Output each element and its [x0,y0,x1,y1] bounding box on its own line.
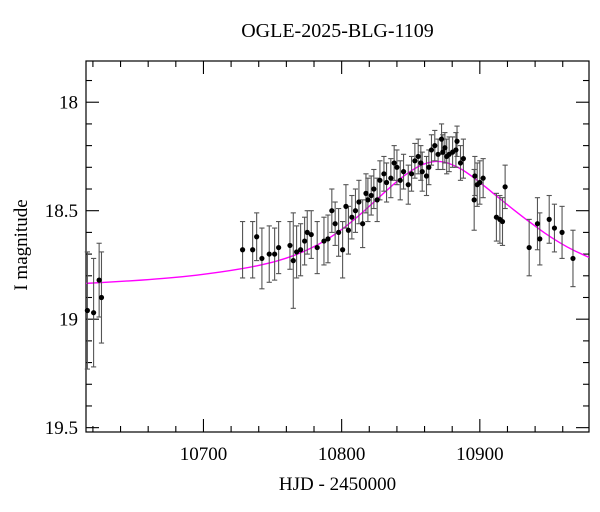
y-tick-label: 18 [59,93,78,114]
data-point [472,173,478,179]
data-point [442,145,448,151]
data-point [363,190,369,196]
data-point [365,197,371,203]
data-point [454,138,460,144]
y-tick-label: 18.5 [45,201,78,222]
data-point [534,221,541,227]
data-point [551,225,558,231]
data-point [526,244,532,251]
data-point [254,234,260,240]
data-point [360,221,366,227]
data-point [499,218,506,225]
data-point [453,147,459,153]
data-point [426,164,432,170]
y-tick-label: 19 [59,310,78,331]
data-point [239,247,246,253]
data-point [502,184,508,190]
data-point [419,169,425,175]
data-point [405,182,411,188]
data-point [308,231,314,238]
x-axis-label: HJD - 2450000 [278,474,397,495]
data-point [304,229,310,235]
data-point [457,160,464,166]
tick-labels: 10700 10800 10900 18 18.5 19 19.5 [45,93,504,465]
data-point [460,156,466,162]
data-point [266,251,272,257]
x-tick-label: 10800 [318,444,366,465]
data-point [352,208,359,214]
data-point [259,255,265,262]
data-point [377,177,383,183]
data-point [381,171,387,177]
y-axis-label: I magnitude [11,199,32,291]
y-tick-label: 19.5 [45,418,78,439]
data-point [356,199,362,205]
data-point [332,221,338,227]
x-tick-label: 10900 [456,444,504,465]
data-point [412,158,418,164]
data-point [394,164,400,170]
data-point [349,214,355,220]
data-point [321,238,327,244]
data-point [298,247,304,253]
data-point [559,229,565,235]
data-point [250,247,256,253]
axis-ticks [86,61,589,432]
data-point [91,310,97,316]
data-point [336,229,342,235]
data-point [477,179,483,186]
data-point [325,236,331,242]
data-point [368,192,374,199]
data-point [428,147,435,153]
model-curve [85,160,590,285]
data-point [276,244,282,251]
data-point [383,179,390,186]
data-point [423,173,430,179]
data-point [397,177,403,183]
data-point [400,169,407,175]
data-point [345,227,352,233]
data-point [294,249,300,255]
data-point [537,236,543,242]
data-point [84,307,90,314]
x-tick-label: 10700 [180,444,228,465]
plot-frame [85,60,590,433]
data-point [546,216,552,222]
data-point [408,171,415,177]
data-point [340,247,346,253]
data-point [388,175,394,181]
data-point [415,153,421,160]
data-point [302,238,308,244]
chart-title: OGLE-2025-BLG-1109 [241,20,434,42]
data-point [432,143,438,149]
data-points [84,136,576,316]
data-point [471,197,477,203]
data-point [343,203,349,209]
data-point [371,186,377,192]
data-point [440,149,446,155]
error-bars [84,123,576,370]
data-point [290,258,296,264]
data-point [272,251,278,257]
data-point [570,255,576,262]
data-point [480,175,486,181]
data-point [96,277,102,283]
data-point [314,244,320,251]
data-point [418,160,424,166]
data-point [287,242,293,249]
data-point [98,294,105,301]
data-point [435,151,441,157]
data-point [391,160,397,166]
data-point [374,197,380,203]
data-point [329,208,335,214]
data-point [438,136,445,142]
